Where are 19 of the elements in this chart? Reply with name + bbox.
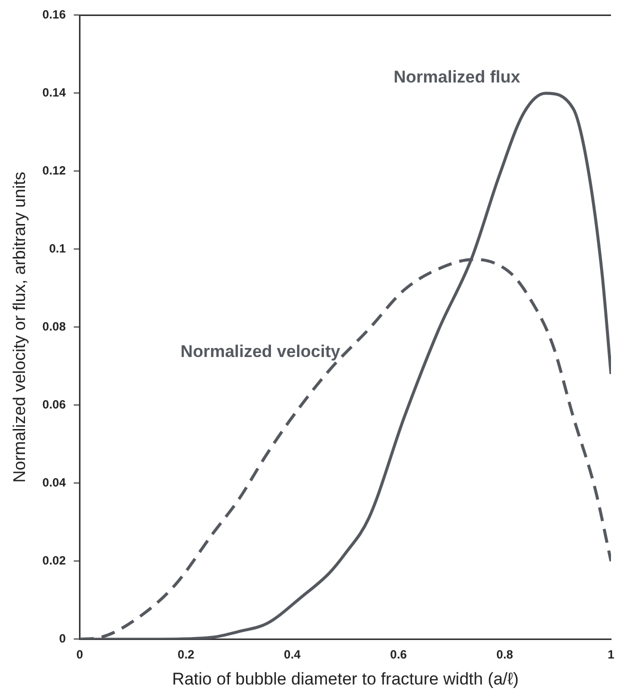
y-tick-label: 0.12 (42, 164, 66, 178)
y-tick-label: 0.14 (42, 86, 66, 100)
x-tick-label: 1 (608, 648, 615, 662)
y-tick-label: 0.1 (49, 242, 66, 256)
y-tick-label: 0.08 (42, 320, 66, 334)
y-tick-label: 0.04 (42, 476, 66, 490)
x-axis-title: Ratio of bubble diameter to fracture width (a/ℓ) (172, 669, 519, 688)
x-tick-label: 0.8 (496, 648, 514, 662)
y-axis-title: Normalized velocity or flux, arbitrary units (10, 172, 29, 483)
x-tick-label: 0.2 (178, 648, 195, 662)
x-tick-label: 0.6 (390, 648, 408, 662)
x-tick-label: 0 (76, 648, 84, 662)
y-tick-label: 0 (59, 632, 66, 646)
y-tick-label: 0.16 (42, 8, 66, 22)
y-tick-label: 0.02 (42, 554, 66, 568)
y-tick-label: 0.06 (42, 398, 66, 412)
series-label: Normalized velocity (180, 342, 341, 361)
series-label: Normalized flux (394, 67, 521, 86)
x-tick-label: 0.4 (284, 648, 301, 662)
